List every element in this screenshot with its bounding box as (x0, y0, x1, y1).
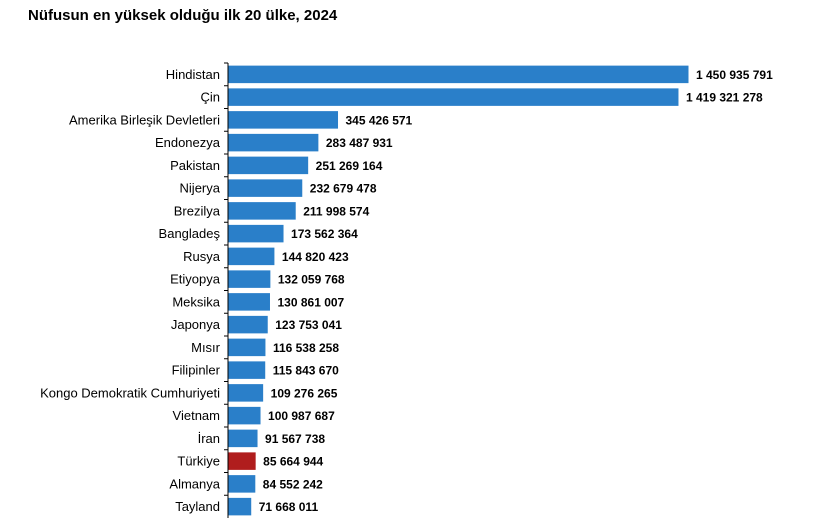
category-label: Vietnam (173, 408, 220, 423)
bar-4 (228, 156, 309, 175)
value-label: 232 679 478 (310, 182, 377, 196)
value-label: 100 987 687 (268, 409, 335, 423)
value-label: 71 668 011 (259, 500, 319, 514)
category-label: Japonya (171, 317, 221, 332)
bar-2 (228, 111, 339, 129)
bar-7 (228, 224, 284, 243)
bar-10 (228, 293, 270, 311)
value-label: 144 820 423 (282, 250, 349, 264)
bar-0 (228, 65, 689, 84)
category-label: Brezilya (174, 203, 221, 218)
bar-17 (228, 452, 256, 470)
bar-9 (228, 270, 271, 288)
bar-14 (228, 384, 264, 402)
value-label: 130 861 007 (277, 295, 344, 309)
bar-19 (228, 497, 252, 516)
value-label: 109 276 265 (271, 386, 338, 400)
category-label: Amerika Birleşik Devletleri (69, 112, 220, 127)
chart-title: Nüfusun en yüksek olduğu ilk 20 ülke, 20… (28, 7, 338, 24)
value-label: 115 843 670 (273, 364, 339, 378)
category-label: Çin (200, 90, 220, 105)
category-label: Hindistan (166, 67, 220, 82)
category-label: Türkiye (177, 454, 220, 469)
category-label: Nijerya (180, 181, 221, 196)
category-label: Tayland (175, 499, 220, 514)
category-label: İran (198, 431, 220, 446)
category-label: Meksika (172, 294, 220, 309)
value-label: 1 450 935 791 (696, 68, 773, 82)
value-label: 85 664 944 (263, 455, 323, 469)
category-label: Mısır (191, 340, 221, 355)
category-label: Kongo Demokratik Cumhuriyeti (40, 385, 220, 400)
category-label: Rusya (183, 249, 221, 264)
bar-18 (228, 475, 256, 493)
bar-11 (228, 315, 268, 334)
category-label: Almanya (169, 476, 220, 491)
category-label: Bangladeş (159, 226, 221, 241)
bar-8 (228, 247, 275, 266)
value-label: 345 426 571 (346, 113, 413, 127)
category-label: Etiyopya (170, 272, 221, 287)
bar-12 (228, 338, 266, 357)
value-label: 251 269 164 (316, 159, 383, 173)
value-label: 84 552 242 (263, 477, 323, 491)
category-label: Filipinler (172, 363, 221, 378)
bar-15 (228, 406, 261, 425)
bar-1 (228, 88, 679, 106)
value-label: 123 753 041 (275, 318, 342, 332)
value-label: 116 538 258 (273, 341, 339, 355)
value-label: 283 487 931 (326, 136, 393, 150)
bar-13 (228, 361, 266, 379)
value-label: 132 059 768 (278, 273, 345, 287)
value-label: 1 419 321 278 (686, 91, 763, 105)
category-label: Pakistan (170, 158, 220, 173)
bar-5 (228, 179, 303, 197)
bar-16 (228, 429, 258, 448)
bar-6 (228, 202, 296, 220)
bar-3 (228, 133, 319, 152)
value-label: 173 562 364 (291, 227, 358, 241)
value-label: 211 998 574 (303, 204, 369, 218)
category-label: Endonezya (155, 135, 221, 150)
value-label: 91 567 738 (265, 432, 325, 446)
